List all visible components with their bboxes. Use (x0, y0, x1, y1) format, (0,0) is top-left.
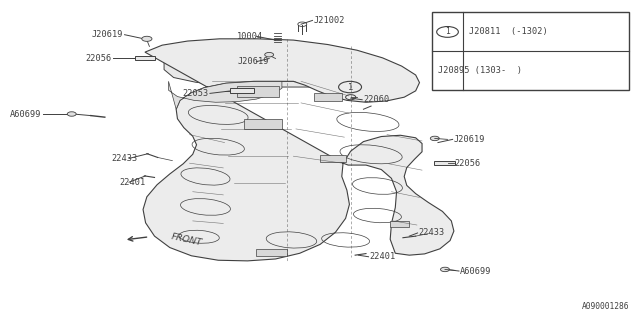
FancyBboxPatch shape (257, 249, 287, 256)
Circle shape (67, 112, 76, 116)
Text: A090001286: A090001286 (582, 302, 629, 311)
Bar (230, 88, 254, 93)
Polygon shape (143, 39, 454, 261)
Circle shape (440, 267, 449, 272)
FancyBboxPatch shape (390, 221, 410, 227)
Polygon shape (164, 39, 403, 87)
Text: A60699: A60699 (10, 109, 42, 118)
Polygon shape (168, 81, 282, 109)
Text: 22401: 22401 (370, 252, 396, 261)
Text: 1: 1 (445, 28, 450, 36)
Text: J20619: J20619 (454, 135, 485, 144)
Circle shape (265, 52, 274, 57)
Text: J20811  (-1302): J20811 (-1302) (468, 28, 547, 36)
Text: 22056: 22056 (454, 159, 480, 168)
FancyBboxPatch shape (320, 155, 346, 162)
FancyBboxPatch shape (237, 86, 279, 97)
Bar (136, 56, 154, 60)
Text: J21002: J21002 (314, 16, 345, 25)
Text: 1: 1 (348, 83, 353, 92)
Text: 22056: 22056 (86, 54, 112, 63)
Text: 10004: 10004 (237, 32, 264, 41)
FancyBboxPatch shape (314, 93, 342, 101)
Text: J20619: J20619 (91, 30, 123, 39)
Text: FRONT: FRONT (170, 232, 203, 248)
Text: J20619: J20619 (237, 57, 269, 66)
Text: 22433: 22433 (112, 154, 138, 163)
Text: A60699: A60699 (460, 267, 492, 276)
Circle shape (430, 136, 439, 141)
Circle shape (142, 36, 152, 41)
Text: 22053: 22053 (182, 89, 209, 98)
Bar (431, 12, 629, 90)
FancyBboxPatch shape (244, 119, 282, 129)
Bar (433, 161, 455, 165)
Text: 22401: 22401 (120, 178, 146, 187)
Text: 22433: 22433 (419, 228, 445, 237)
Text: J20895 (1303-  ): J20895 (1303- ) (438, 66, 522, 75)
Text: 22060: 22060 (364, 95, 390, 104)
